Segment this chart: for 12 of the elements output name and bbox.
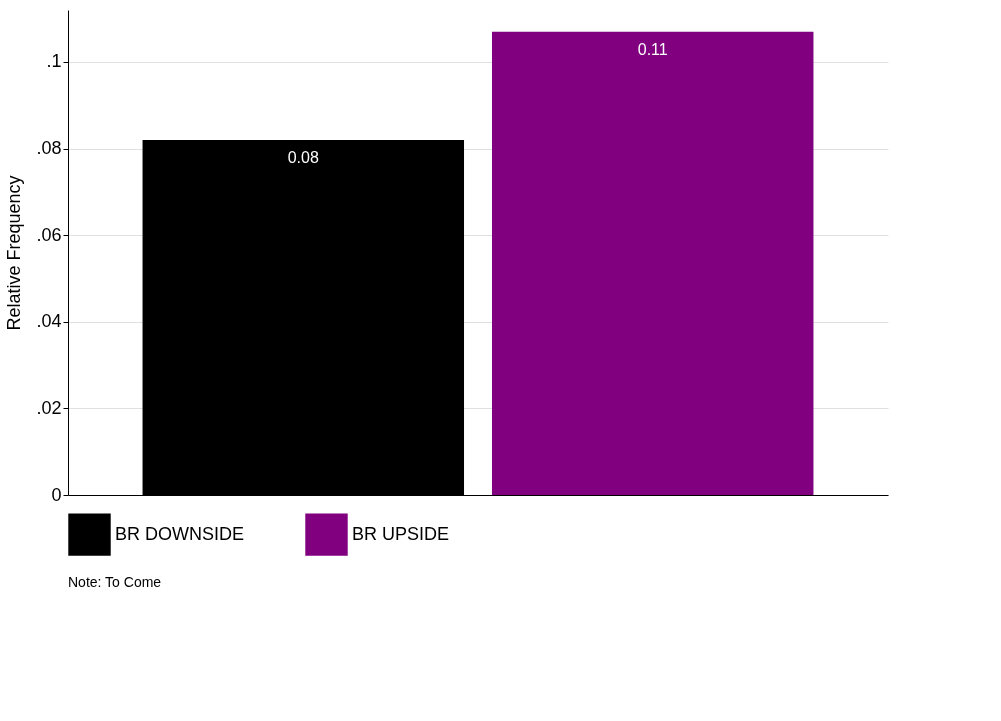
y-tick-label: .04 [36, 311, 62, 332]
legend-label: BR UPSIDE [352, 523, 450, 544]
text: Note: To Come [68, 574, 162, 590]
y-tick-label: .06 [36, 224, 62, 245]
y-tick-label: .08 [36, 138, 62, 159]
data-label: 0.11 [637, 40, 668, 58]
legend-label: BR DOWNSIDE [115, 523, 245, 544]
y-tick-label: 0 [51, 484, 62, 505]
y-tick-label: .02 [36, 397, 62, 418]
data-label: 0.08 [287, 148, 319, 166]
y-axis-title: Relative Frequency [4, 175, 25, 331]
y-tick-label: .1 [46, 51, 62, 72]
